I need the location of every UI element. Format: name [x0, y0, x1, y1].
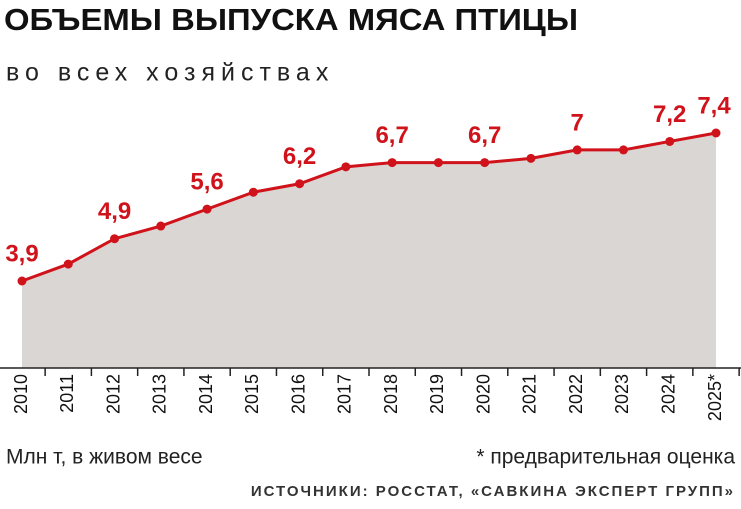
- point: [110, 234, 120, 244]
- value-label: 3,9: [5, 240, 38, 267]
- point: [480, 158, 490, 168]
- footnote: * предварительная оценка: [476, 446, 735, 469]
- x-tick-label: 2019: [427, 374, 447, 414]
- point: [433, 158, 443, 168]
- point: [387, 158, 397, 168]
- x-tick-label: 2010: [11, 374, 31, 414]
- x-tick-label: 2015: [242, 374, 262, 414]
- unit-note: Млн т, в живом весе: [6, 446, 203, 469]
- value-label: 6,2: [283, 143, 316, 170]
- source: ИСТОЧНИКИ: РОССТАТ, «САВКИНА ЭКСПЕРТ ГРУ…: [251, 483, 735, 500]
- value-label: 6,7: [468, 122, 501, 149]
- point: [711, 128, 721, 138]
- point: [248, 187, 258, 197]
- point: [665, 136, 675, 146]
- x-tick-label: 2023: [612, 374, 632, 414]
- x-tick-label: 2020: [473, 374, 493, 414]
- x-tick-label: 2018: [381, 374, 401, 414]
- point: [341, 162, 351, 172]
- x-tick-label: 2022: [566, 374, 586, 414]
- x-tick-label: 2024: [658, 374, 678, 414]
- value-label: 5,6: [190, 168, 223, 195]
- point: [17, 276, 27, 286]
- x-tick-label: 2011: [57, 374, 77, 413]
- point: [295, 179, 305, 189]
- value-label: 4,9: [98, 198, 131, 225]
- x-tick-label: 2021: [520, 374, 540, 414]
- chart-subtitle: во всех хозяйствах: [6, 59, 334, 87]
- point: [156, 221, 166, 231]
- x-tick-label: 2012: [103, 374, 123, 414]
- point: [572, 145, 582, 155]
- chart-title: ОБЪЕМЫ ВЫПУСКА МЯСА ПТИЦЫ: [4, 2, 578, 37]
- line: [21, 131, 717, 283]
- point: [63, 259, 73, 269]
- value-label: 7,2: [653, 101, 686, 128]
- x-tick-label: 2025*: [705, 374, 725, 421]
- x-tick-label: 2017: [335, 374, 355, 414]
- area: [22, 133, 716, 368]
- x-tick-label: 2014: [196, 374, 216, 414]
- value-label: 6,7: [375, 122, 408, 149]
- value-label: 7,4: [697, 92, 731, 119]
- point: [202, 204, 212, 214]
- x-tick-label: 2013: [150, 374, 170, 414]
- value-label: 7: [571, 109, 584, 136]
- point: [618, 145, 628, 155]
- point: [526, 153, 536, 163]
- x-tick-label: 2016: [288, 374, 308, 414]
